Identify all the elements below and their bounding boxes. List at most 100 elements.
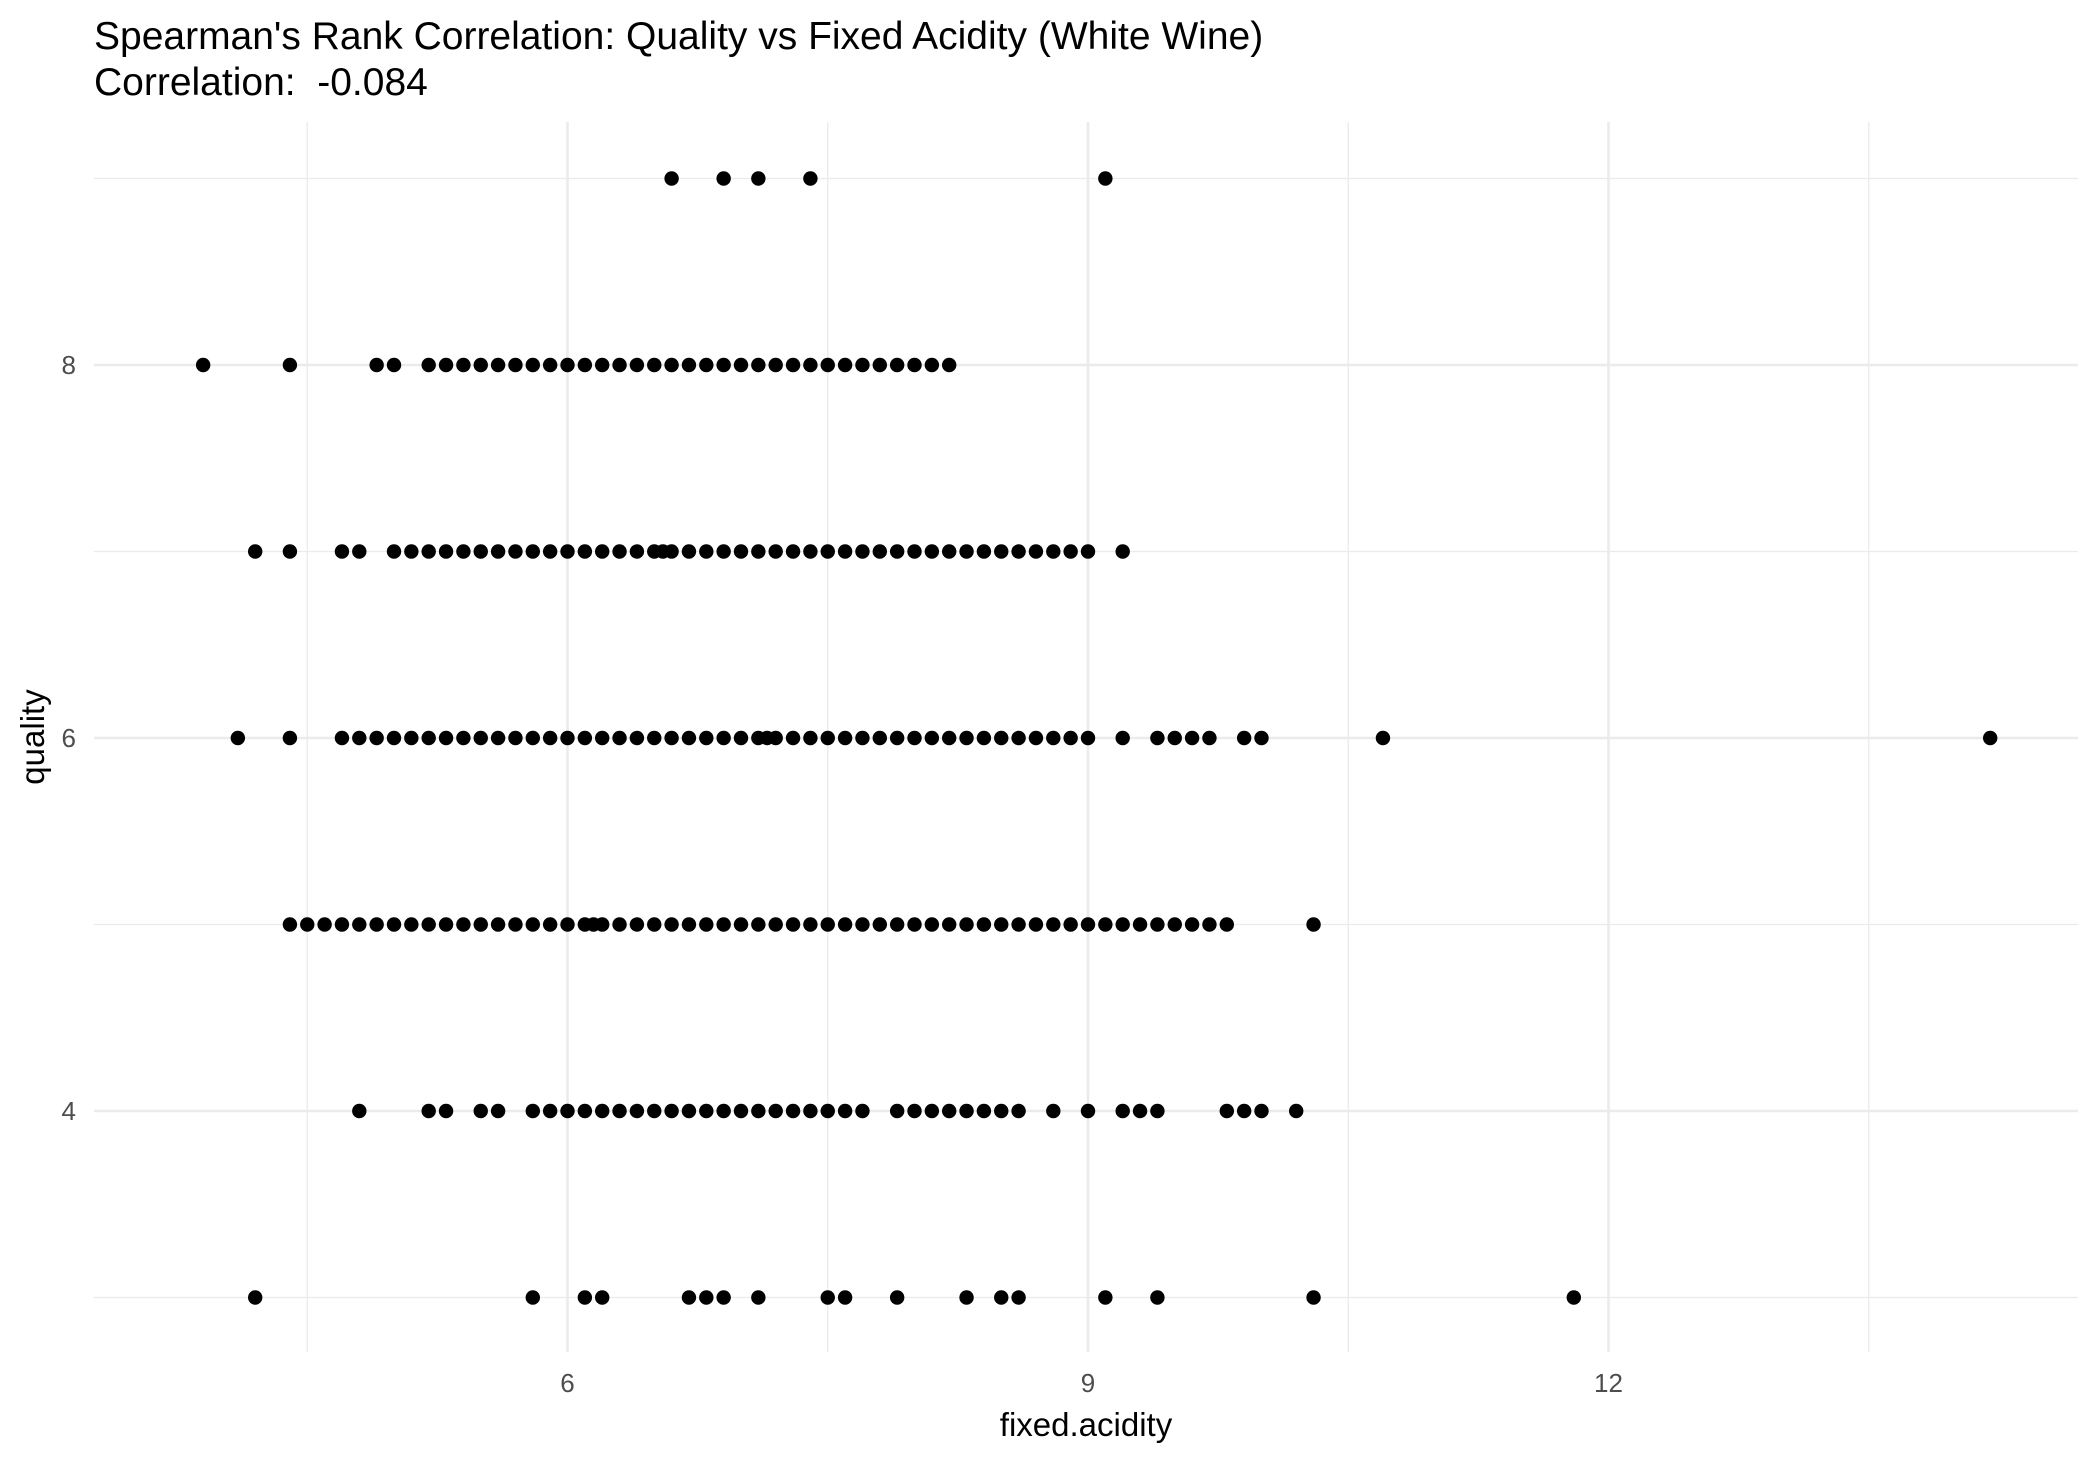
data-point	[1098, 171, 1113, 186]
data-point	[317, 917, 332, 932]
data-point	[942, 1103, 957, 1119]
data-point	[699, 1290, 714, 1305]
data-point	[542, 1103, 558, 1119]
data-point	[959, 1103, 974, 1119]
data-points	[195, 171, 1998, 1305]
data-point	[456, 544, 471, 559]
data-point	[837, 730, 853, 746]
data-point	[1046, 544, 1061, 559]
data-point	[1219, 917, 1235, 932]
data-point	[1150, 1103, 1165, 1119]
data-point	[1080, 544, 1096, 559]
title-block: Spearman's Rank Correlation: Quality vs …	[94, 14, 1263, 106]
data-point	[907, 1103, 922, 1119]
data-point	[595, 1290, 610, 1305]
data-point	[1115, 917, 1130, 932]
data-point	[924, 544, 940, 559]
data-point	[855, 917, 870, 932]
data-point	[855, 1103, 870, 1119]
data-point	[942, 730, 957, 746]
data-point	[855, 544, 870, 559]
data-point	[976, 1103, 992, 1119]
data-point	[577, 1290, 593, 1305]
data-point	[1375, 730, 1391, 746]
data-point	[438, 1103, 454, 1119]
data-point	[1115, 1103, 1130, 1119]
data-point	[508, 730, 523, 746]
data-point	[837, 1103, 853, 1119]
y-axis-title: quality	[14, 689, 51, 785]
data-point	[334, 730, 350, 746]
data-point	[820, 917, 835, 932]
data-point	[889, 544, 905, 559]
data-point	[681, 544, 697, 559]
data-point	[1063, 917, 1078, 932]
data-point	[577, 1103, 593, 1119]
data-point	[334, 917, 350, 932]
data-point	[664, 357, 679, 373]
data-point	[1306, 1290, 1321, 1305]
data-point	[473, 1103, 488, 1119]
data-point	[595, 1103, 610, 1119]
data-point	[820, 730, 835, 746]
data-point	[699, 730, 714, 746]
data-point	[629, 1103, 645, 1119]
data-point	[1028, 917, 1044, 932]
data-point	[473, 730, 488, 746]
data-point	[959, 1290, 974, 1305]
data-point	[1236, 730, 1252, 746]
data-point	[473, 357, 488, 373]
data-point	[386, 917, 402, 932]
data-point	[352, 544, 367, 559]
data-point	[994, 1290, 1009, 1305]
data-point	[595, 544, 610, 559]
data-point	[994, 544, 1009, 559]
data-point	[1115, 544, 1130, 559]
data-point	[889, 917, 905, 932]
data-point	[1080, 917, 1096, 932]
data-point	[768, 1103, 783, 1119]
data-point	[490, 357, 506, 373]
data-point	[942, 917, 957, 932]
data-point	[716, 357, 731, 373]
x-tick-label: 12	[1594, 1368, 1623, 1398]
data-point	[785, 730, 801, 746]
data-point	[907, 730, 922, 746]
data-point	[612, 730, 627, 746]
data-point	[751, 1103, 766, 1119]
data-point	[369, 730, 384, 746]
data-point	[1063, 544, 1078, 559]
data-point	[803, 730, 818, 746]
data-point	[924, 730, 940, 746]
data-point	[386, 544, 402, 559]
data-point	[1236, 1103, 1252, 1119]
data-point	[785, 1103, 801, 1119]
data-point	[282, 917, 298, 932]
data-point	[612, 357, 627, 373]
data-point	[595, 730, 610, 746]
data-point	[785, 544, 801, 559]
data-point	[282, 544, 298, 559]
data-point	[386, 730, 402, 746]
data-point	[1028, 730, 1044, 746]
data-point	[785, 357, 801, 373]
data-point	[716, 730, 731, 746]
data-point	[334, 544, 350, 559]
data-point	[855, 357, 870, 373]
data-point	[560, 917, 575, 932]
data-point	[1202, 730, 1217, 746]
data-point	[785, 917, 801, 932]
data-point	[889, 730, 905, 746]
data-point	[386, 357, 402, 373]
data-point	[612, 1103, 627, 1119]
data-point	[994, 1103, 1009, 1119]
data-point	[820, 1290, 835, 1305]
data-point	[421, 357, 436, 373]
data-point	[248, 1290, 263, 1305]
data-point	[508, 917, 523, 932]
data-point	[1132, 917, 1148, 932]
data-point	[508, 544, 523, 559]
data-point	[976, 544, 992, 559]
data-point	[855, 730, 870, 746]
data-point	[1184, 730, 1200, 746]
